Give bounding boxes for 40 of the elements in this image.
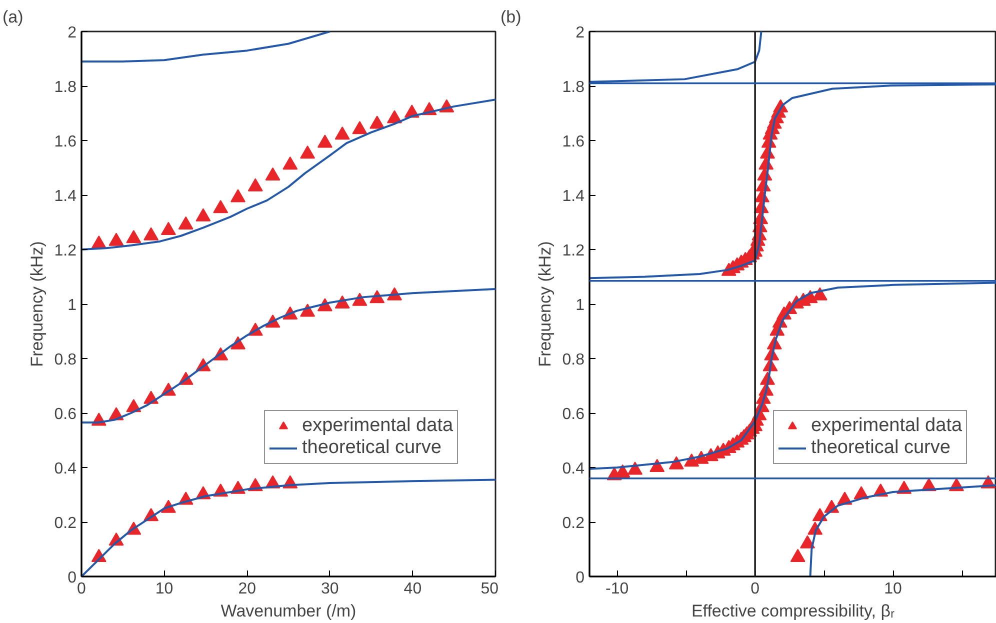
y-tick-label: 2 — [576, 24, 585, 42]
y-tick-label: 0.8 — [54, 352, 77, 368]
y-tick-label: 1.4 — [562, 188, 585, 205]
y-tick-label: 1 — [68, 297, 77, 314]
y-tick-label: 0.2 — [54, 515, 77, 532]
x-axis-title: Effective compressibility, βᵣ — [691, 602, 895, 620]
x-tick-label: -10 — [606, 580, 629, 598]
y-tick-label: 1.8 — [54, 79, 77, 96]
y-tick-label: 0 — [68, 570, 77, 586]
legend-label: experimental data — [811, 415, 962, 437]
y-tick-label: 1.2 — [54, 242, 77, 260]
chart-title: (a) — [2, 8, 24, 26]
y-tick-label: 1.6 — [562, 134, 585, 150]
legend-label: theoretical curve — [302, 437, 442, 459]
y-tick-label: 1.2 — [562, 242, 585, 260]
y-tick-label: 0.4 — [562, 460, 585, 478]
chart-title: (b) — [500, 8, 522, 26]
x-tick-label: 0 — [750, 580, 760, 598]
x-tick-label: 10 — [155, 580, 174, 598]
y-tick-label: 1 — [576, 297, 585, 314]
x-tick-label: 20 — [238, 580, 256, 598]
y-tick-label: 0.6 — [562, 406, 585, 423]
y-tick-label: 1.6 — [54, 134, 77, 150]
x-tick-label: 30 — [321, 580, 339, 598]
y-tick-label: 1.8 — [562, 79, 585, 96]
y-tick-label: 0.2 — [562, 515, 585, 532]
x-tick-label: 10 — [884, 580, 902, 598]
legend-label: theoretical curve — [811, 437, 950, 459]
y-tick-label: 2 — [68, 24, 77, 42]
y-axis-title: Frequency (kHz) — [535, 241, 554, 367]
y-tick-label: 0 — [576, 570, 585, 586]
legend-label: experimental data — [302, 415, 454, 437]
y-tick-label: 0.4 — [54, 460, 77, 478]
y-tick-label: 0.6 — [54, 406, 77, 423]
x-axis-title: Wavenumber (/m) — [220, 602, 356, 620]
x-tick-label: 40 — [404, 580, 422, 598]
y-axis-title: Frequency (kHz) — [27, 241, 46, 367]
x-tick-label: 50 — [480, 580, 499, 598]
y-tick-label: 0.8 — [562, 352, 585, 368]
y-tick-label: 1.4 — [54, 188, 77, 205]
